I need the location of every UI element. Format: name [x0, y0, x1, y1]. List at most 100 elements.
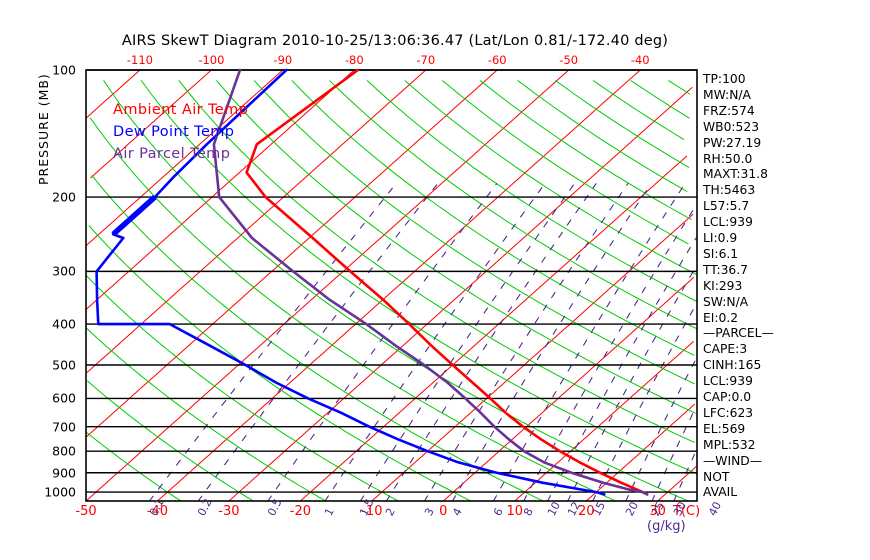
- panel-row-20: CAP:0.0: [703, 390, 752, 404]
- panel-row-1: MW:N/A: [703, 87, 751, 102]
- mixing-ratio-line: [625, 357, 697, 502]
- dry-adiabat-line: [479, 80, 692, 220]
- top-temp-tick--60: -60: [487, 53, 507, 67]
- panel-row-12: TT:36.7: [703, 262, 748, 277]
- mixing-ratio-axis-label: (g/kg): [647, 519, 686, 534]
- panel-row-4: PW:27.19: [703, 135, 762, 150]
- isotherm-line: [86, 69, 427, 373]
- legend-dew-point-temp: Dew Point Temp: [113, 124, 235, 140]
- pressure-tick-400: 400: [52, 316, 76, 332]
- panel-row-17: CAPE:3: [703, 342, 748, 357]
- plot-frame: [85, 69, 698, 502]
- panel-row-5: RH:50.0: [703, 151, 753, 166]
- top-temp-tick--50: -50: [559, 53, 579, 67]
- series-air-parcel-temp: [212, 68, 649, 496]
- dry-adiabat-line: [630, 80, 690, 119]
- mixing-ratio-line: [523, 205, 697, 502]
- top-temp-tick--90: -90: [273, 53, 293, 67]
- dry-adiabat-line: [103, 80, 689, 502]
- panel-row-7: TH:5463: [703, 183, 756, 198]
- panel-row-18: CINH:165: [703, 358, 762, 373]
- mixing-ratio-line: [592, 305, 696, 502]
- isotherm-line: [90, 69, 212, 179]
- isotherm-line: [585, 403, 695, 502]
- dry-adiabat-line: [517, 80, 688, 192]
- panel-row-24: —WIND—: [703, 453, 763, 468]
- mixing-ratio-line: [651, 405, 697, 502]
- mixing-ratio-line: [197, 183, 439, 502]
- panel-row-19: LCL:939: [703, 374, 753, 389]
- isotherm-line: [85, 69, 570, 502]
- top-temp-tick--110: -110: [126, 53, 153, 67]
- legend-ambient-air-temp: Ambient Air Temp: [113, 102, 249, 118]
- mixing-ratio-line: [673, 447, 698, 502]
- mixing-ratio-line: [267, 183, 498, 502]
- isotherm-line: [85, 69, 141, 119]
- panel-row-23: MPL:532: [703, 437, 756, 452]
- dry-adiabat-line: [86, 328, 327, 502]
- panel-row-13: KI:293: [703, 278, 743, 293]
- panel-row-25: NOT: [703, 469, 730, 484]
- mixing-ratio-line: [385, 183, 597, 502]
- mixing-ratio-line: [359, 183, 575, 502]
- panel-row-6: MAXT:31.8: [703, 167, 768, 182]
- mixing-ratio-line: [547, 237, 697, 502]
- panel-row-8: L57:5.7: [703, 199, 750, 214]
- panel-row-26: AVAIL: [703, 485, 738, 500]
- bottom-temp-tick--50: -50: [75, 504, 97, 519]
- isotherm-line: [442, 276, 695, 502]
- panel-row-14: SW:N/A: [703, 294, 749, 309]
- dry-adiabat-line: [253, 80, 695, 385]
- dry-adiabat-line: [178, 80, 695, 443]
- isotherm-line: [228, 87, 693, 502]
- pressure-tick-100: 100: [52, 62, 76, 78]
- panel-row-21: LFC:623: [703, 405, 754, 420]
- dry-adiabat-line: [555, 80, 690, 168]
- page-title: AIRS SkewT Diagram 2010-10-25/13:06:36.4…: [121, 33, 669, 49]
- top-temp-tick--40: -40: [630, 53, 650, 67]
- bottom-temp-tick--10: -10: [361, 504, 383, 519]
- isotherm-line: [85, 69, 355, 311]
- top-temp-tick--70: -70: [416, 53, 436, 67]
- bottom-temp-tick-0: 0: [439, 504, 448, 519]
- panel-row-16: —PARCEL—: [703, 326, 774, 341]
- dry-adiabat-line: [442, 80, 689, 245]
- dry-adiabat-line: [216, 80, 696, 414]
- dry-adiabat-line: [668, 80, 691, 95]
- panel-row-2: FRZ:574: [703, 103, 755, 118]
- pressure-tick-500: 500: [52, 357, 76, 373]
- dry-adiabat-line: [366, 80, 698, 303]
- mixing-ratio-line: [451, 183, 652, 502]
- pressure-tick-200: 200: [52, 189, 76, 205]
- temperature-axis-label: T(C): [673, 504, 701, 519]
- pressure-tick-1000: 1000: [44, 484, 76, 500]
- bottom-temp-tick-20: 20: [577, 504, 595, 519]
- top-temp-tick--80: -80: [344, 53, 364, 67]
- mixing-ratio-line: [148, 183, 397, 502]
- dry-adiabat-line: [291, 80, 695, 356]
- bottom-temp-tick-30: 30: [649, 504, 666, 519]
- panel-row-10: LI:0.9: [703, 231, 738, 245]
- panel-row-15: EI:0.2: [703, 310, 739, 325]
- dry-adiabat-line: [404, 80, 698, 276]
- pressure-tick-900: 900: [52, 465, 76, 481]
- panel-row-3: WB0:523: [703, 119, 760, 134]
- panel-row-22: EL:569: [703, 421, 746, 436]
- dry-adiabat-line: [89, 117, 617, 502]
- dry-adiabat-line: [85, 274, 399, 502]
- pressure-tick-600: 600: [52, 390, 76, 406]
- panel-row-9: LCL:939: [703, 215, 753, 230]
- bottom-temp-tick-10: 10: [506, 504, 524, 519]
- isotherm-line: [86, 69, 284, 246]
- dry-adiabat-line: [140, 80, 698, 475]
- bottom-temp-tick--30: -30: [218, 504, 240, 519]
- panel-row-0: TP:100: [703, 72, 746, 86]
- top-temp-tick--100: -100: [198, 53, 225, 67]
- pressure-tick-300: 300: [52, 263, 76, 279]
- bottom-temp-tick--20: -20: [289, 504, 311, 519]
- dry-adiabat-line: [85, 431, 182, 502]
- dewpoint-saturated-segment: [111, 195, 157, 237]
- dry-adiabat-line: [329, 80, 697, 330]
